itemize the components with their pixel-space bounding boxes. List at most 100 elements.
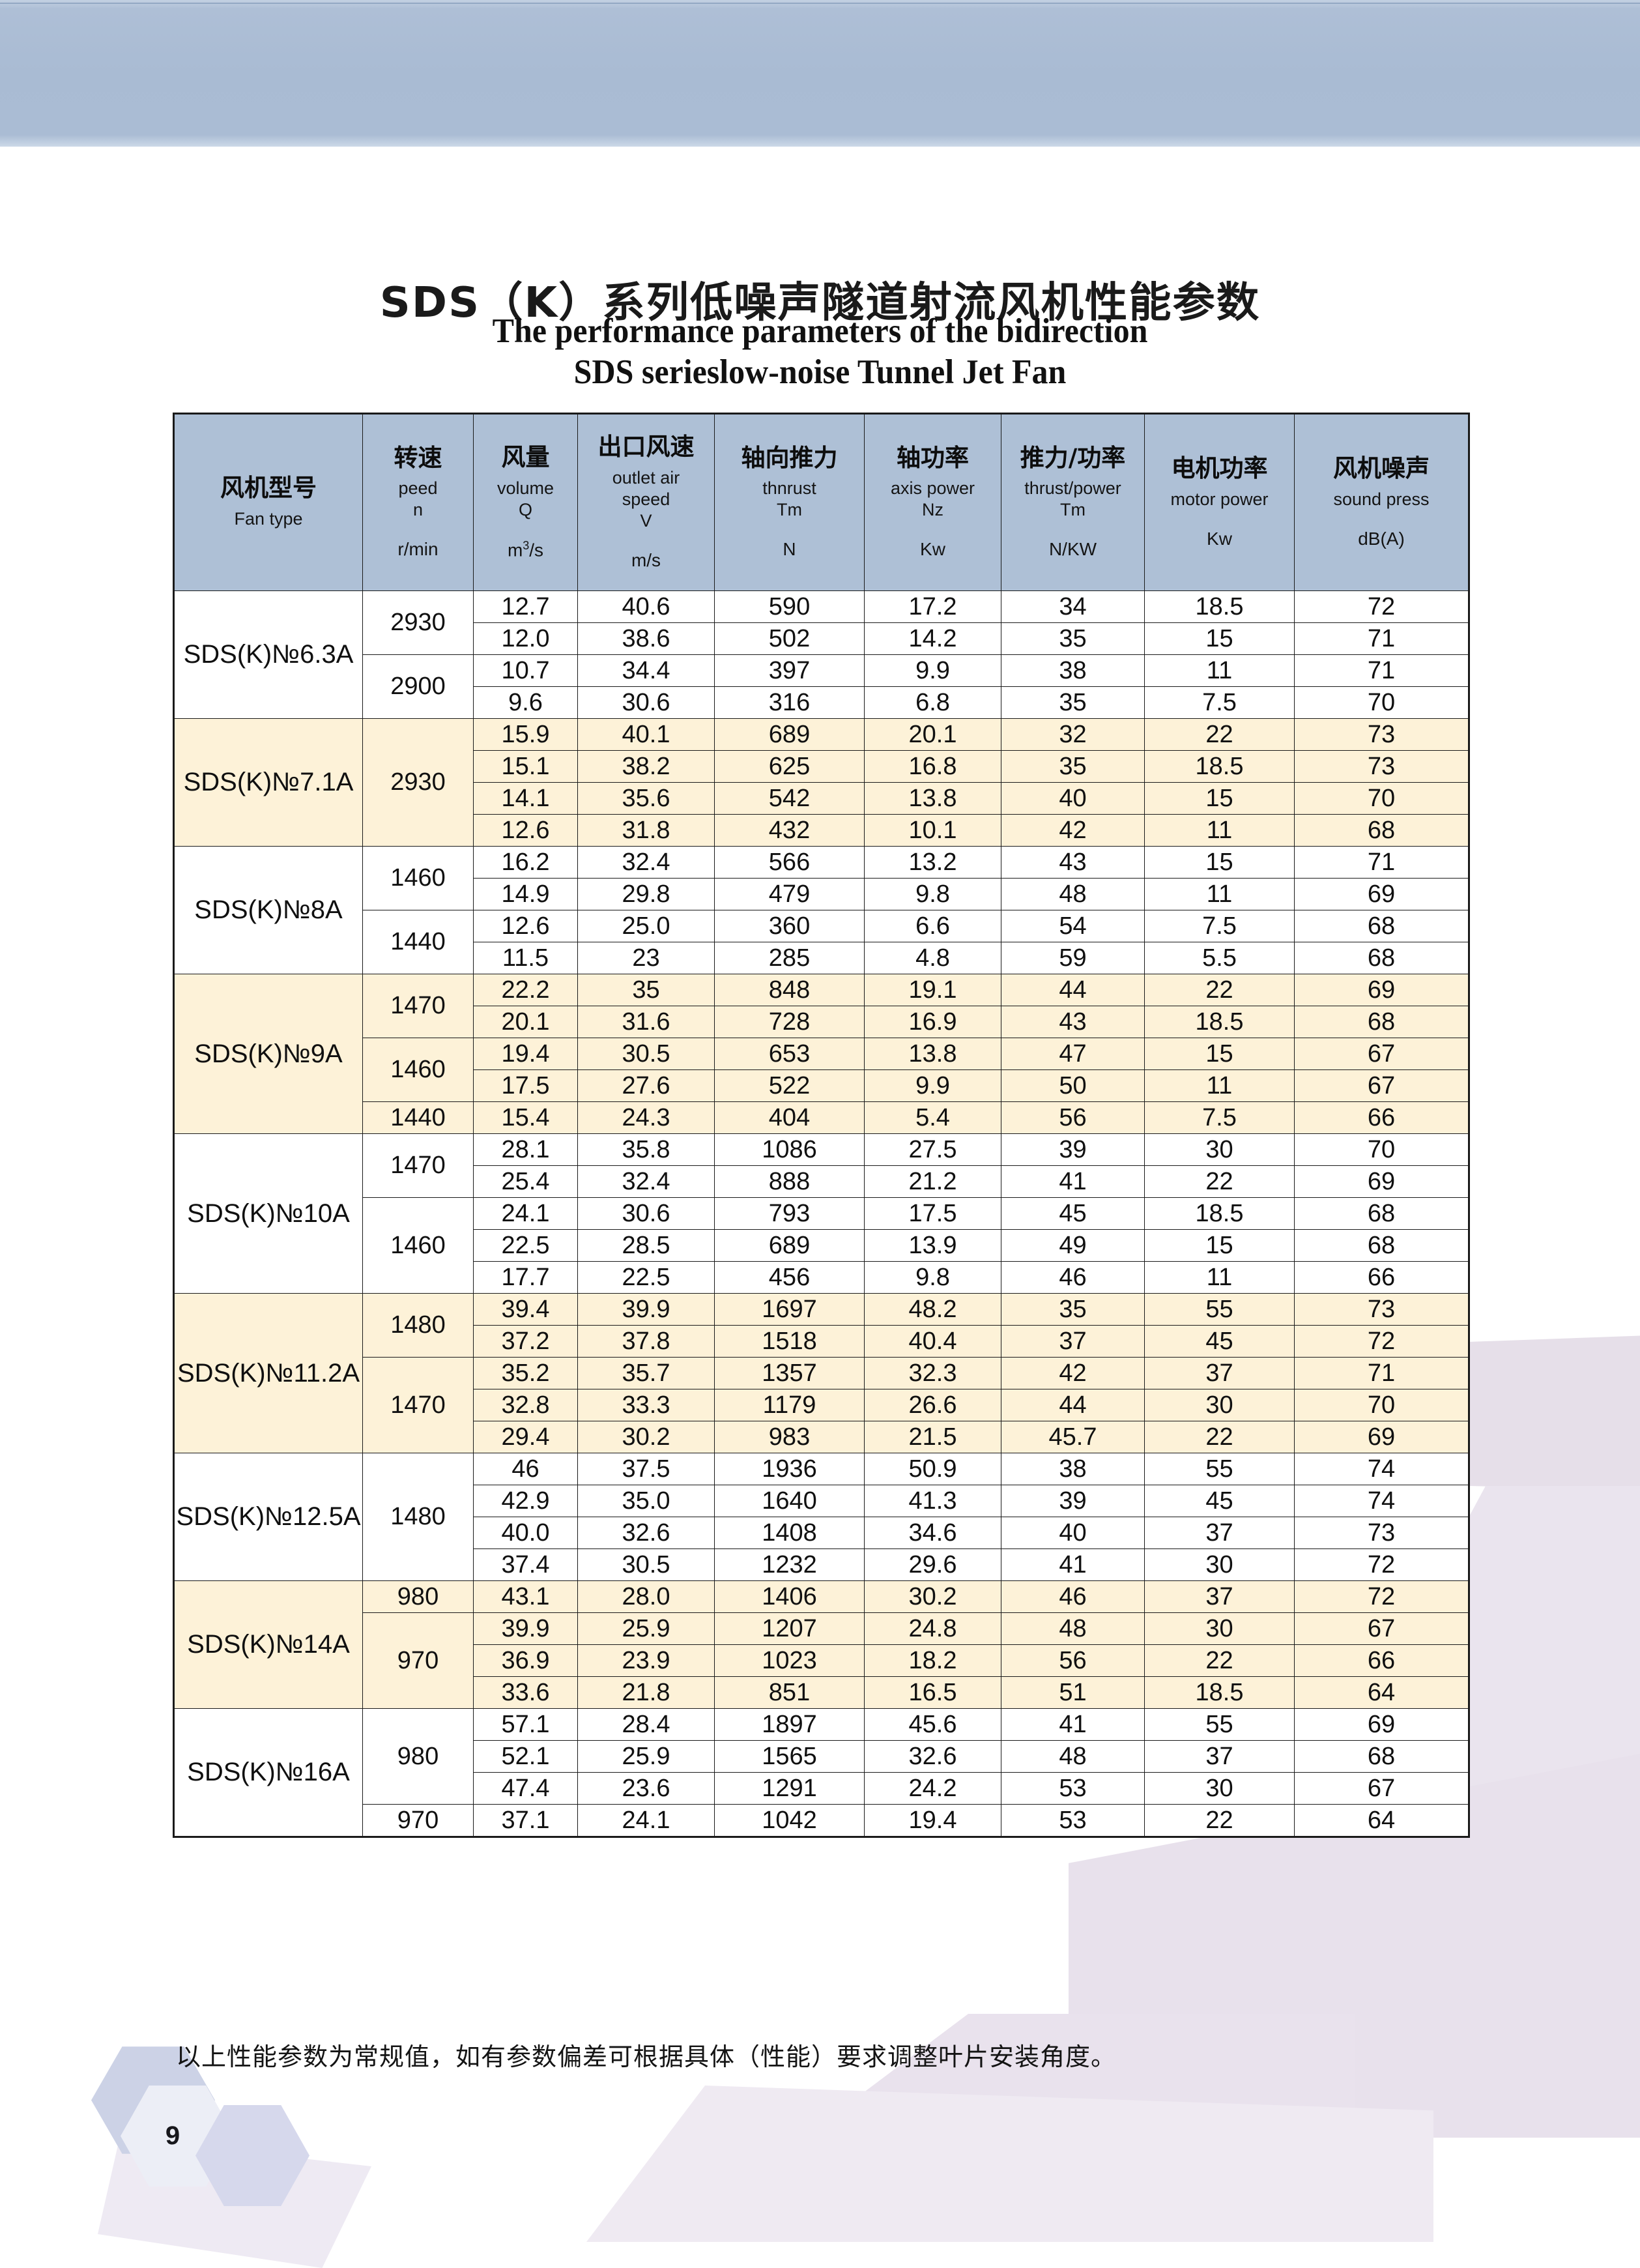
fan-noise-cell: 71 [1294,622,1469,655]
air-volume-cell: 15.1 [473,750,578,783]
axial-thrust-cell: 1565 [714,1740,865,1773]
rotation-speed-cell: 1460 [362,1038,474,1102]
axis-power-cell: 9.8 [864,1261,1001,1294]
rotation-speed-cell: 1460 [362,1197,474,1294]
outlet-speed-cell: 29.8 [577,878,715,910]
axial-thrust-cell: 566 [714,846,865,879]
air-volume-cell: 24.1 [473,1197,578,1230]
column-header-1: 风机型号 Fan type [173,413,363,591]
thrust-power-ratio-cell: 35 [1001,686,1145,719]
table-row: 12.0 38.6 502 14.2 35 15 71 [174,622,1469,655]
motor-power-cell: 37 [1144,1517,1295,1549]
axis-power-cell: 19.4 [864,1804,1001,1837]
thrust-power-ratio-cell: 59 [1001,942,1145,974]
axis-power-cell: 27.5 [864,1133,1001,1166]
thrust-power-ratio-cell: 42 [1001,1357,1145,1389]
performance-table-container: 风机型号 Fan type 转速 peed n r/min 风量 volume Q m3/s 出… [173,413,1470,1838]
column-header-9: 风机噪声 sound press dB(A) [1294,413,1469,591]
fan-model-cell: SDS(K)№6.3A [173,590,363,719]
outlet-speed-cell: 35 [577,974,715,1006]
outlet-speed-cell: 37.8 [577,1325,715,1358]
air-volume-cell: 43.1 [473,1580,578,1613]
motor-power-cell: 55 [1144,1708,1295,1741]
fan-noise-cell: 73 [1294,718,1469,751]
column-header-5: 轴向推力 thnrust Tm N [714,413,865,591]
axial-thrust-cell: 851 [714,1676,865,1709]
column-header-unit: r/min [397,539,439,560]
outlet-speed-cell: 30.6 [577,686,715,719]
motor-power-cell: 22 [1144,1165,1295,1198]
outlet-speed-cell: 25.9 [577,1612,715,1645]
outlet-speed-cell: 33.3 [577,1389,715,1421]
air-volume-cell: 40.0 [473,1517,578,1549]
axial-thrust-cell: 793 [714,1197,865,1230]
thrust-power-ratio-cell: 32 [1001,718,1145,751]
outlet-speed-cell: 31.8 [577,814,715,847]
outlet-speed-cell: 32.4 [577,846,715,879]
thrust-power-ratio-cell: 50 [1001,1069,1145,1102]
fan-noise-cell: 67 [1294,1612,1469,1645]
fan-noise-cell: 71 [1294,1357,1469,1389]
axis-power-cell: 16.8 [864,750,1001,783]
thrust-power-ratio-cell: 41 [1001,1548,1145,1581]
fan-noise-cell: 68 [1294,1006,1469,1038]
thrust-power-ratio-cell: 53 [1001,1804,1145,1837]
outlet-speed-cell: 30.5 [577,1038,715,1070]
rotation-speed-cell: 2900 [362,654,474,719]
page-title-english-line2: SDS serieslow-noise Tunnel Jet Fan [573,352,1067,391]
fan-noise-cell: 73 [1294,750,1469,783]
air-volume-cell: 42.9 [473,1485,578,1517]
fan-noise-cell: 66 [1294,1644,1469,1677]
air-volume-cell: 10.7 [473,654,578,687]
column-header-unit: m3/s [507,538,544,560]
axial-thrust-cell: 456 [714,1261,865,1294]
fan-noise-cell: 69 [1294,974,1469,1006]
axis-power-cell: 30.2 [864,1580,1001,1613]
rotation-speed-cell: 1470 [362,1133,474,1198]
air-volume-cell: 19.4 [473,1038,578,1070]
axial-thrust-cell: 689 [714,718,865,751]
table-row: 1460 24.1 30.6 793 17.5 45 18.5 68 [174,1197,1469,1294]
axial-thrust-cell: 404 [714,1101,865,1134]
motor-power-cell: 45 [1144,1485,1295,1517]
column-header-6: 轴功率 axis power Nz Kw [864,413,1001,591]
axial-thrust-cell: 1291 [714,1772,865,1805]
axis-power-cell: 40.4 [864,1325,1001,1358]
column-header-cn: 出口风速 [597,433,695,461]
air-volume-cell: 46 [473,1453,578,1485]
axial-thrust-cell: 1357 [714,1357,865,1389]
thrust-power-ratio-cell: 54 [1001,910,1145,942]
air-volume-cell: 33.6 [473,1676,578,1709]
column-header-en: sound press [1333,489,1430,509]
thrust-power-ratio-cell: 43 [1001,1006,1145,1038]
table-row: 20.1 31.6 728 16.9 43 18.5 68 [174,1006,1469,1038]
fan-noise-cell: 71 [1294,654,1469,687]
air-volume-cell: 29.4 [473,1421,578,1453]
axis-power-cell: 18.2 [864,1644,1001,1677]
table-row: 12.6 31.8 432 10.1 42 11 68 [174,814,1469,847]
air-volume-cell: 52.1 [473,1740,578,1773]
table-row: 22.5 28.5 689 13.9 49 15 68 [174,1229,1469,1262]
footer-note: 以上性能参数为常规值，如有参数偏差可根据具体（性能）要求调整叶片安装角度。 [176,2043,1117,2071]
column-header-cn: 风机型号 [220,474,317,502]
air-volume-cell: 9.6 [473,686,578,719]
axial-thrust-cell: 502 [714,622,865,655]
table-row: 1470 35.2 35.7 1357 32.3 42 37 71 [174,1357,1469,1453]
axis-power-cell: 32.6 [864,1740,1001,1773]
axis-power-cell: 29.6 [864,1548,1001,1581]
outlet-speed-cell: 38.6 [577,622,715,655]
table-row: 2900 10.7 34.4 397 9.9 38 11 71 [174,654,1469,719]
fan-noise-cell: 74 [1294,1485,1469,1517]
thrust-power-ratio-cell: 48 [1001,1612,1145,1645]
air-volume-cell: 28.1 [473,1133,578,1166]
thrust-power-ratio-cell: 38 [1001,1453,1145,1485]
axial-thrust-cell: 689 [714,1229,865,1262]
column-header-en: thrust/power Tm [1024,478,1121,520]
column-header-unit: Kw [920,539,945,560]
air-volume-cell: 11.5 [473,942,578,974]
top-band-inner-line [0,3,1640,144]
thrust-power-ratio-cell: 44 [1001,1389,1145,1421]
air-volume-cell: 32.8 [473,1389,578,1421]
air-volume-cell: 12.6 [473,910,578,942]
rotation-speed-cell: 970 [362,1612,474,1709]
